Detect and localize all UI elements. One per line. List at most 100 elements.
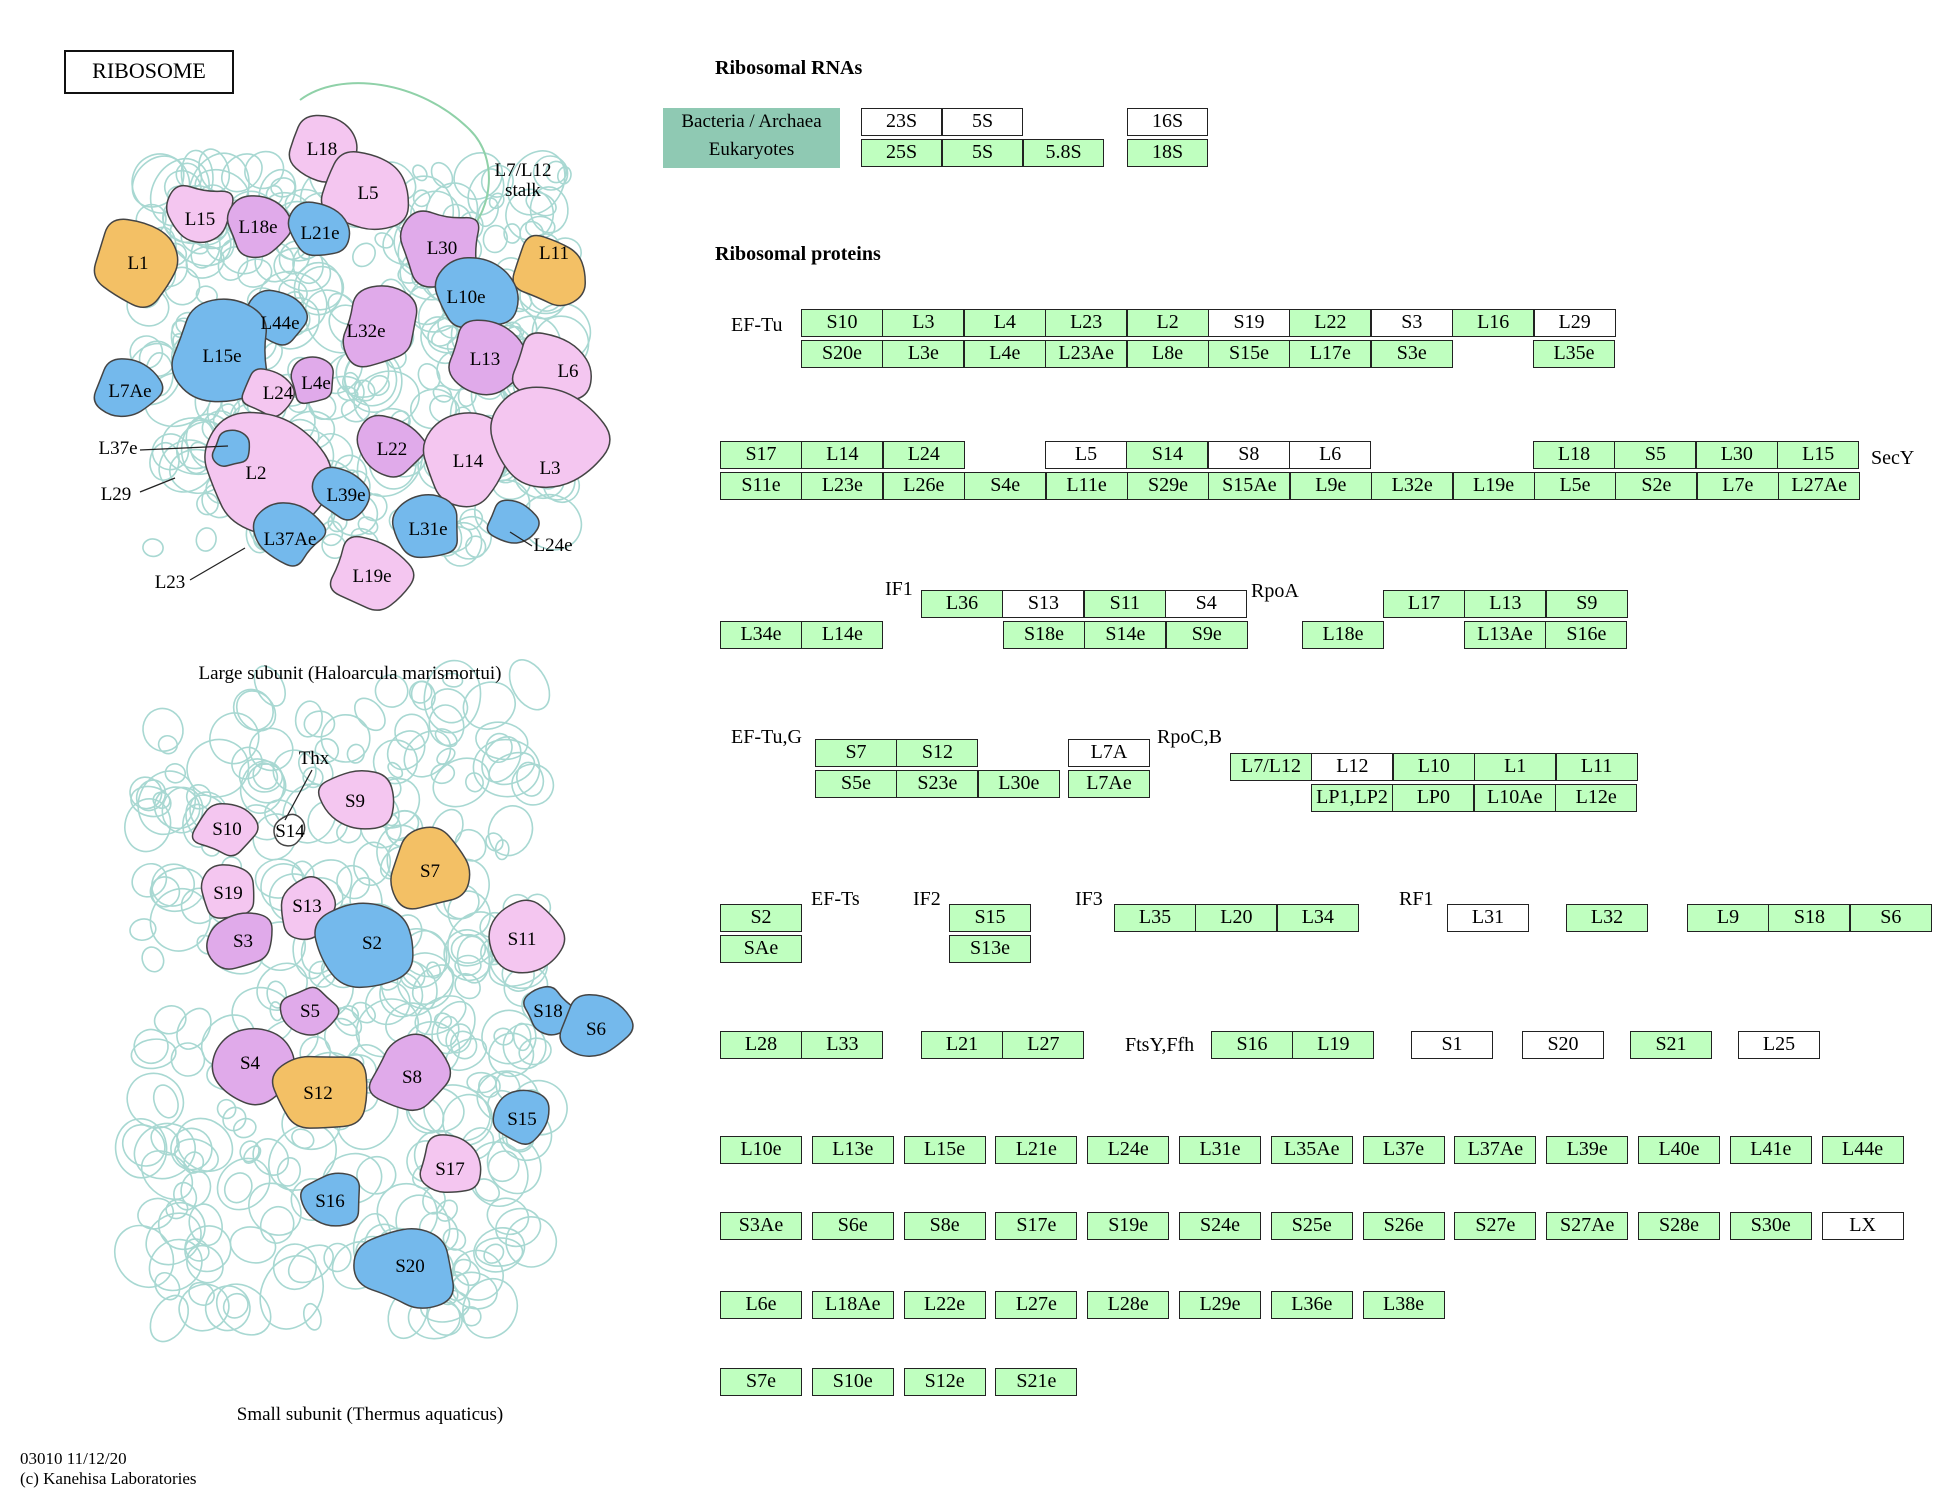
protein-s17[interactable] — [419, 1134, 482, 1193]
protein-box-s26e[interactable]: S26e — [1362, 1212, 1445, 1240]
protein-box-s7e[interactable]: S7e — [720, 1368, 802, 1396]
protein-box-l37e[interactable]: L37e — [1362, 1136, 1445, 1164]
protein-box-s3ae[interactable]: S3Ae — [720, 1212, 802, 1240]
protein-box-s8e[interactable]: S8e — [903, 1212, 986, 1240]
protein-box-l35e[interactable]: L35e — [1533, 340, 1615, 368]
protein-box-l39e[interactable]: L39e — [1546, 1136, 1629, 1164]
protein-box-lx[interactable]: LX — [1821, 1212, 1904, 1240]
protein-box-s16e[interactable]: S16e — [1545, 621, 1628, 649]
protein-s15[interactable] — [492, 1089, 550, 1145]
protein-s7[interactable] — [390, 826, 471, 910]
protein-l22[interactable] — [356, 414, 427, 478]
protein-box-s12[interactable]: S12 — [896, 739, 979, 767]
rna-box-25s[interactable]: 25S — [861, 139, 942, 167]
protein-box-l34e[interactable]: L34e — [720, 621, 802, 649]
protein-box-s15ae[interactable]: S15Ae — [1208, 472, 1291, 500]
protein-box-s24e[interactable]: S24e — [1179, 1212, 1261, 1240]
protein-box-s6e[interactable]: S6e — [811, 1212, 894, 1240]
protein-box-l7e[interactable]: L7e — [1696, 472, 1779, 500]
protein-box-s1[interactable]: S1 — [1411, 1031, 1493, 1059]
protein-box-s14[interactable]: S14 — [1126, 441, 1209, 469]
protein-s3[interactable] — [206, 912, 273, 970]
protein-unlabeled[interactable] — [486, 499, 540, 544]
protein-box-l44e[interactable]: L44e — [1821, 1136, 1904, 1164]
protein-box-l27ae[interactable]: L27Ae — [1778, 472, 1861, 500]
protein-box-s18[interactable]: S18 — [1768, 904, 1851, 932]
protein-box-l22[interactable]: L22 — [1289, 309, 1372, 337]
protein-box-s5[interactable]: S5 — [1614, 441, 1697, 469]
protein-box-s4[interactable]: S4 — [1165, 590, 1248, 618]
protein-box-s7[interactable]: S7 — [815, 739, 897, 767]
protein-box-l41e[interactable]: L41e — [1729, 1136, 1812, 1164]
protein-box-l5e[interactable]: L5e — [1534, 472, 1616, 500]
protein-box-s13[interactable]: S13 — [1002, 590, 1085, 618]
protein-box-l22e[interactable]: L22e — [903, 1291, 986, 1319]
protein-box-l8e[interactable]: L8e — [1126, 340, 1209, 368]
protein-box-s10e[interactable]: S10e — [811, 1368, 894, 1396]
protein-l31e[interactable] — [391, 493, 458, 559]
protein-box-s17[interactable]: S17 — [720, 441, 802, 469]
protein-box-l16[interactable]: L16 — [1452, 309, 1535, 337]
protein-l10e[interactable] — [434, 257, 519, 329]
protein-box-s11e[interactable]: S11e — [720, 472, 802, 500]
protein-box-l7-l12[interactable]: L7/L12 — [1230, 753, 1312, 781]
protein-box-l7a[interactable]: L7A — [1068, 739, 1150, 767]
protein-box-l12e[interactable]: L12e — [1555, 784, 1638, 812]
protein-box-s8[interactable]: S8 — [1207, 441, 1290, 469]
protein-box-l19[interactable]: L19 — [1292, 1031, 1375, 1059]
rna-box-5s[interactable]: 5S — [942, 139, 1023, 167]
protein-box-l23[interactable]: L23 — [1045, 309, 1128, 337]
protein-box-s23e[interactable]: S23e — [896, 770, 979, 798]
protein-box-l18[interactable]: L18 — [1533, 441, 1615, 469]
protein-s12[interactable] — [271, 1055, 368, 1129]
protein-box-l23e[interactable]: L23e — [801, 472, 884, 500]
protein-box-l30e[interactable]: L30e — [977, 770, 1060, 798]
protein-box-l13ae[interactable]: L13Ae — [1464, 621, 1546, 649]
protein-box-lp0[interactable]: LP0 — [1392, 784, 1475, 812]
protein-box-l1[interactable]: L1 — [1474, 753, 1557, 781]
protein-box-l29[interactable]: L29 — [1533, 309, 1616, 337]
protein-box-l11[interactable]: L11 — [1555, 753, 1638, 781]
protein-box-l28[interactable]: L28 — [720, 1031, 802, 1059]
protein-box-l36[interactable]: L36 — [921, 590, 1003, 618]
protein-box-s12e[interactable]: S12e — [903, 1368, 986, 1396]
protein-box-l9[interactable]: L9 — [1687, 904, 1769, 932]
protein-s9[interactable] — [317, 770, 395, 830]
protein-s2[interactable] — [314, 902, 414, 989]
protein-box-l15[interactable]: L15 — [1777, 441, 1860, 469]
protein-l18e[interactable] — [226, 195, 293, 259]
protein-box-s2e[interactable]: S2e — [1615, 472, 1698, 500]
protein-box-l29e[interactable]: L29e — [1179, 1291, 1261, 1319]
protein-box-s19[interactable]: S19 — [1208, 309, 1290, 337]
protein-l15[interactable] — [165, 184, 234, 244]
protein-l21e[interactable] — [287, 201, 351, 257]
protein-box-l5[interactable]: L5 — [1045, 441, 1127, 469]
protein-l1[interactable] — [93, 218, 179, 309]
protein-box-s2[interactable]: S2 — [720, 904, 802, 932]
protein-s14[interactable] — [273, 813, 306, 847]
protein-l14[interactable] — [422, 412, 510, 508]
protein-box-l37ae[interactable]: L37Ae — [1454, 1136, 1537, 1164]
protein-box-l28e[interactable]: L28e — [1087, 1291, 1170, 1319]
protein-l6[interactable] — [511, 332, 592, 402]
protein-box-lp1-lp2[interactable]: LP1,LP2 — [1311, 784, 1393, 812]
protein-box-s30e[interactable]: S30e — [1729, 1212, 1812, 1240]
protein-box-l25[interactable]: L25 — [1738, 1031, 1820, 1059]
protein-box-l18ae[interactable]: L18Ae — [811, 1291, 894, 1319]
protein-l37ae[interactable] — [252, 502, 327, 567]
protein-s5[interactable] — [279, 986, 340, 1036]
protein-box-s19e[interactable]: S19e — [1087, 1212, 1170, 1240]
protein-box-l32e[interactable]: L32e — [1371, 472, 1454, 500]
rna-box-5s[interactable]: 5S — [942, 108, 1023, 136]
protein-s20[interactable] — [353, 1228, 455, 1309]
protein-box-l3e[interactable]: L3e — [882, 340, 965, 368]
protein-box-s17e[interactable]: S17e — [995, 1212, 1078, 1240]
protein-box-l38e[interactable]: L38e — [1362, 1291, 1445, 1319]
protein-box-l40e[interactable]: L40e — [1638, 1136, 1720, 1164]
protein-box-l31[interactable]: L31 — [1447, 904, 1529, 932]
protein-box-l10e[interactable]: L10e — [720, 1136, 802, 1164]
protein-s11[interactable] — [488, 899, 566, 974]
protein-box-l23ae[interactable]: L23Ae — [1045, 340, 1128, 368]
protein-box-s29e[interactable]: S29e — [1127, 472, 1209, 500]
protein-box-l10ae[interactable]: L10Ae — [1473, 784, 1556, 812]
